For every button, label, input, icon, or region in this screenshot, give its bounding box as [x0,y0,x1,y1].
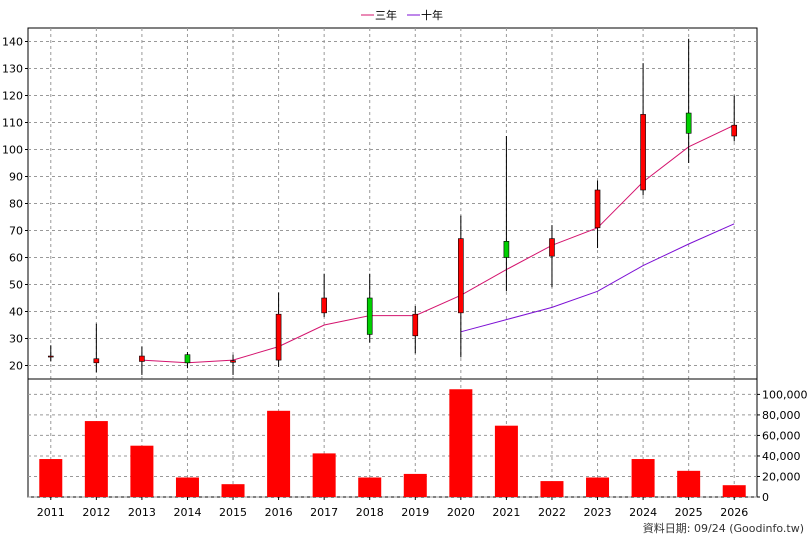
volume-bar [403,473,427,497]
volume-bar [39,459,63,497]
candle-body [594,189,601,229]
ma-line-十年 [460,223,735,333]
source-note: 資料日期: 09/24 (Goodinfo.tw) [643,521,804,535]
candle-body [139,355,145,362]
volume-bar [267,410,291,497]
volume-panel: 0 20,000 40,000 60,000 80,000 100,000 [27,378,808,504]
candle-body [230,360,236,363]
x-axis: 2011 2012 2013 2014 2015 2016 2017 2018 2019 2020… [37,497,748,519]
volume-y-tick-label: 20,000 [762,470,801,483]
volume-y-tick-label: 40,000 [762,450,801,463]
candle-body [503,241,510,258]
x-tick-label: 2023 [584,506,612,519]
x-tick-label: 2021 [492,506,520,519]
volume-bar [84,421,108,497]
x-tick-label: 2022 [538,506,566,519]
price-y-tick-label: 80 [9,198,23,211]
volume-bar [175,477,199,497]
volume-y-tick-label: 100,000 [762,388,808,401]
volume-bar [586,477,610,497]
ma-line-三年 [141,124,735,364]
volume-bar [130,445,154,497]
x-tick-label: 2011 [37,506,65,519]
price-y-tick-label: 50 [9,279,23,292]
x-tick-label: 2013 [128,506,156,519]
candle-body [458,238,464,314]
candle-body [321,297,327,314]
legend-label-10yr: 十年 [421,8,443,22]
candle-body [366,297,373,335]
x-tick-label: 2019 [401,506,429,519]
candle-body [685,112,692,134]
volume-y-tick-label: 0 [762,491,769,504]
volume-bar [631,459,655,497]
volume-bar [722,485,746,497]
legend: 三年 十年 [361,8,443,22]
price-y-tick-label: 30 [9,333,23,346]
candle-body [184,354,191,364]
volume-bar [449,389,473,497]
x-tick-label: 2024 [629,506,657,519]
x-tick-label: 2014 [173,506,201,519]
price-panel: 20 30 40 50 60 70 80 90 100 110 120 130 140 [2,27,758,380]
x-tick-label: 2015 [219,506,247,519]
price-y-tick-label: 100 [2,144,23,157]
x-tick-label: 2026 [720,506,748,519]
candle-body [549,238,555,257]
x-tick-label: 2020 [447,506,475,519]
volume-bar [540,481,564,497]
x-tick-label: 2012 [82,506,110,519]
volume-bar [221,484,245,497]
legend-label-3yr: 三年 [375,8,397,22]
candle-body [640,114,646,191]
candle-body [731,124,738,137]
volume-y-tick-label: 60,000 [762,429,801,442]
price-y-tick-label: 130 [2,63,23,76]
price-y-tick-label: 120 [2,90,23,103]
volume-bar [677,470,701,497]
price-y-tick-label: 140 [2,36,23,49]
volume-bar [358,477,382,497]
price-y-tick-label: 70 [9,225,23,238]
volume-y-tick-label: 80,000 [762,409,801,422]
volume-bar [312,453,336,497]
x-tick-label: 2018 [356,506,384,519]
price-y-tick-label: 110 [2,117,23,130]
candle-body [47,355,54,358]
price-y-tick-label: 20 [9,360,23,373]
x-tick-label: 2025 [675,506,703,519]
candle-body [412,313,419,337]
price-y-tick-label: 90 [9,171,23,184]
price-y-tick-label: 40 [9,306,23,319]
x-tick-label: 2016 [265,506,293,519]
price-y-tick-label: 60 [9,252,23,265]
volume-bar [494,425,518,497]
x-tick-label: 2017 [310,506,338,519]
candle-body [275,313,282,361]
candle-body [93,358,100,364]
